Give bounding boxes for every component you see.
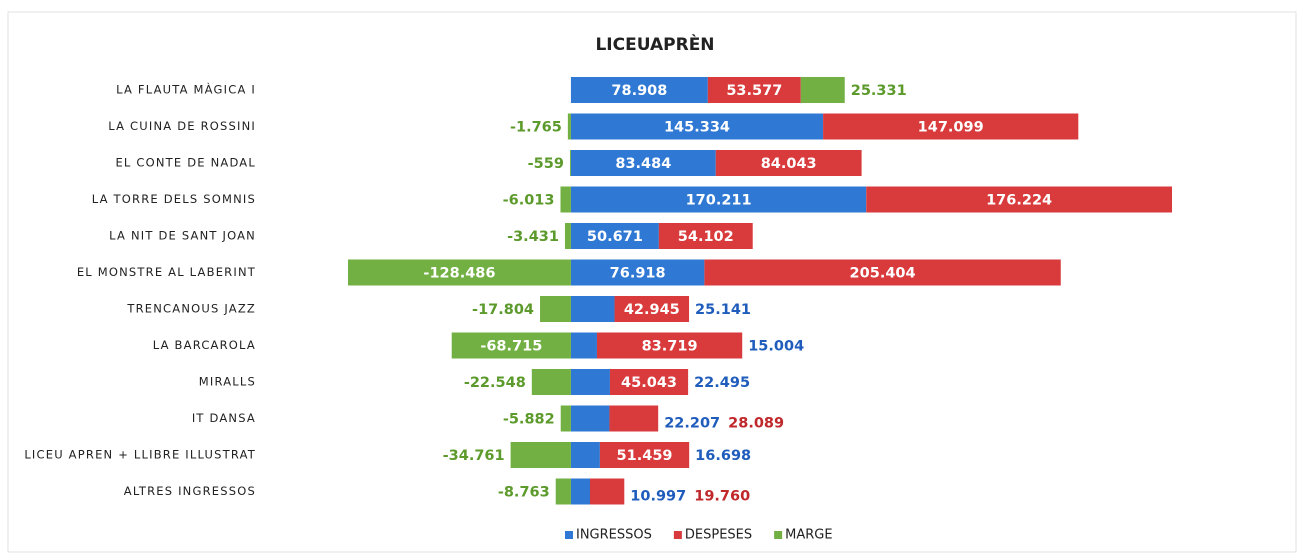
- value-label: 83.719: [642, 339, 698, 355]
- value-label: 176.224: [986, 193, 1052, 209]
- value-label: 10.997: [630, 489, 686, 505]
- category-label: MIRALLS: [199, 375, 256, 389]
- value-label: 78.908: [611, 83, 667, 99]
- category-label: LA NIT DE SANT JOAN: [109, 229, 256, 243]
- category-label: LICEU APREN + LLIBRE ILLUSTRAT: [24, 448, 256, 462]
- bar-segment: [560, 405, 571, 432]
- bar-segment: [564, 223, 571, 249]
- value-label: -22.548: [464, 375, 526, 391]
- bar-segment: [570, 369, 610, 395]
- category-label: LA BARCAROLA: [153, 338, 256, 352]
- bar-segment: [707, 77, 801, 103]
- bar-segment: [540, 296, 571, 322]
- bar-segment: [348, 259, 571, 286]
- legend-label: DESPESES: [685, 528, 752, 543]
- bar-segment: [570, 186, 867, 213]
- bar-segment: [570, 405, 610, 432]
- value-label: 45.043: [621, 375, 677, 391]
- value-label: -3.431: [507, 229, 559, 245]
- bar-segment: [570, 478, 591, 505]
- legend-label: INGRESSOS: [576, 528, 652, 543]
- bar-segment: [590, 478, 625, 505]
- value-label: -128.486: [423, 266, 495, 282]
- bar-segment: [570, 77, 708, 103]
- category-label: LA TORRE DELS SOMNIS: [92, 192, 256, 206]
- value-label: 16.698: [695, 448, 751, 464]
- legend-label: MARGE: [785, 528, 832, 543]
- bar-segment: [567, 113, 571, 140]
- bar-segment: [609, 369, 689, 395]
- bar-segment: [451, 332, 571, 359]
- value-label: 50.671: [587, 229, 643, 245]
- value-label: 28.089: [728, 416, 784, 432]
- bar-segment: [570, 259, 705, 286]
- category-label: LA FLAUTA MÀGICA I: [116, 82, 256, 97]
- category-label: EL MONSTRE AL LABERINT: [77, 265, 256, 279]
- value-label: -68.715: [480, 339, 542, 355]
- bar-segment: [570, 223, 659, 249]
- bar-segment: [570, 150, 716, 176]
- bar-segment: [569, 150, 571, 176]
- bar-segment: [599, 442, 690, 468]
- bar-segment: [560, 186, 571, 213]
- category-label: ALTRES INGRESSOS: [124, 484, 256, 498]
- bar-segment: [555, 478, 571, 505]
- legend-swatch: [774, 531, 783, 539]
- value-label: -6.013: [503, 193, 555, 209]
- value-label: -34.761: [443, 448, 505, 464]
- bar-segment: [823, 113, 1079, 140]
- category-label: IT DANSA: [192, 411, 256, 425]
- value-label: 25.331: [851, 83, 907, 99]
- value-label: 22.207: [664, 416, 720, 432]
- value-label: 76.918: [610, 266, 666, 282]
- bar-segment: [570, 332, 597, 359]
- value-label: 25.141: [695, 302, 751, 318]
- category-label: TRENCANOUS JAZZ: [126, 302, 256, 316]
- value-label: -8.763: [498, 485, 550, 501]
- value-label: -1.765: [510, 120, 562, 136]
- bar-segment: [800, 77, 845, 103]
- value-label: 19.760: [694, 489, 750, 505]
- bar-segment: [570, 442, 600, 468]
- value-label: 54.102: [678, 229, 734, 245]
- bar-segment: [570, 113, 824, 140]
- legend-swatch: [673, 531, 682, 539]
- legend-swatch: [565, 531, 573, 539]
- bar-segment: [570, 296, 615, 322]
- value-label: 147.099: [918, 120, 984, 136]
- value-label: 22.495: [694, 375, 750, 391]
- value-label: 170.211: [686, 193, 752, 209]
- bar-segment: [658, 223, 753, 249]
- bar-segment: [866, 186, 1172, 213]
- bar-segment: [531, 369, 571, 395]
- value-label: 51.459: [617, 448, 673, 464]
- bar-segment: [596, 332, 743, 359]
- value-label: -559: [528, 156, 564, 172]
- value-label: -5.882: [503, 412, 555, 428]
- value-label: 42.945: [624, 302, 680, 318]
- value-label: 15.004: [748, 339, 804, 355]
- bar-segment: [715, 150, 862, 176]
- bar-segment: [609, 405, 659, 432]
- value-label: 145.334: [664, 120, 730, 136]
- value-label: 84.043: [761, 156, 817, 172]
- value-label: 83.484: [615, 156, 671, 172]
- chart-title: LICEUAPRÈN: [595, 33, 714, 55]
- value-label: -17.804: [472, 302, 534, 318]
- bar-segment: [704, 259, 1061, 286]
- value-label: 53.577: [726, 83, 782, 99]
- category-label: LA CUINA DE ROSSINI: [108, 119, 256, 133]
- bar-segment: [614, 296, 690, 322]
- value-label: 205.404: [850, 266, 916, 282]
- bar-segment: [510, 442, 571, 468]
- category-label: EL CONTE DE NADAL: [115, 156, 256, 170]
- frame: [7, 11, 1297, 553]
